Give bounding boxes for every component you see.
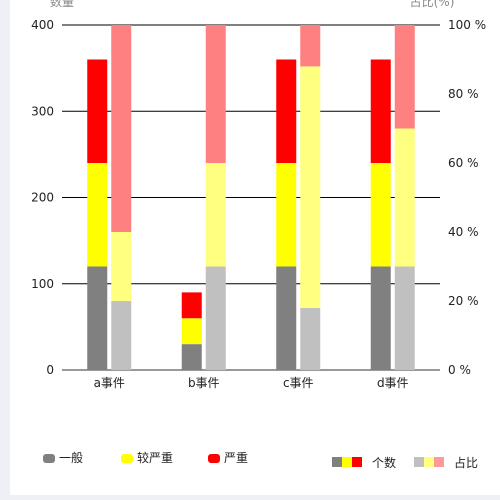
bar-count-严重: [87, 59, 108, 163]
x-tick-label: a事件: [94, 376, 125, 390]
y-right-tick-label: 100 %: [448, 18, 486, 32]
bar-percent-一般: [111, 301, 132, 370]
bar-count-较严重: [276, 163, 297, 267]
y-right-axis-name: 占比(%): [410, 0, 455, 9]
y-left-axis-name: 数量: [50, 0, 74, 9]
y-left-tick-label: 300: [31, 104, 54, 118]
legend-swatch: [208, 454, 220, 463]
bar-percent-较严重: [205, 163, 226, 267]
bottom-margin-strip: [0, 495, 500, 500]
bar-percent-一般: [300, 307, 321, 370]
bar-percent-严重: [394, 25, 415, 129]
bar-count-较严重: [87, 163, 108, 267]
bar-percent-一般: [394, 266, 415, 370]
bar-percent-严重: [205, 25, 226, 163]
y-right-tick-label: 0 %: [448, 363, 471, 377]
legend-group-swatch: [424, 457, 434, 467]
x-tick-label: b事件: [188, 376, 220, 390]
y-right-tick-label: 40 %: [448, 225, 479, 239]
x-tick-label: c事件: [283, 376, 314, 390]
legend-group-swatch: [434, 457, 444, 467]
legend-label: 一般: [59, 450, 83, 465]
bar-count-严重: [181, 292, 202, 319]
legend-label: 严重: [224, 451, 248, 465]
legend-swatch: [121, 454, 133, 463]
bar-percent-较严重: [300, 66, 321, 308]
bar-count-严重: [370, 59, 391, 163]
legend-group-swatch: [332, 457, 342, 467]
legend-group-label: 占比: [454, 455, 478, 470]
x-tick-label: d事件: [377, 376, 409, 390]
legend-group-swatch: [352, 457, 362, 467]
legend-group-label: 个数: [372, 455, 396, 470]
bar-percent-严重: [111, 25, 132, 232]
legend-swatch: [43, 454, 55, 463]
bar-percent-严重: [300, 25, 321, 67]
y-left-tick-label: 400: [31, 18, 54, 32]
bar-count-较严重: [181, 318, 202, 345]
legend-label: 较严重: [137, 450, 173, 465]
left-margin-strip: [0, 0, 10, 500]
bar-count-一般: [276, 266, 297, 370]
bar-count-一般: [370, 266, 391, 370]
bar-percent-较严重: [111, 232, 132, 301]
bar-count-较严重: [370, 163, 391, 267]
y-right-tick-label: 20 %: [448, 294, 479, 308]
legend-group-swatch: [414, 457, 424, 467]
y-left-tick-label: 100: [31, 277, 54, 291]
y-left-tick-label: 0: [46, 363, 54, 377]
bar-count-严重: [276, 59, 297, 163]
y-right-tick-label: 60 %: [448, 156, 479, 170]
bar-percent-一般: [205, 266, 226, 370]
legend-group-swatch: [342, 457, 352, 467]
y-left-tick-label: 200: [31, 191, 54, 205]
bar-count-一般: [87, 266, 108, 370]
y-right-tick-label: 80 %: [448, 87, 479, 101]
bar-count-一般: [181, 344, 202, 370]
bar-percent-较严重: [394, 128, 415, 267]
